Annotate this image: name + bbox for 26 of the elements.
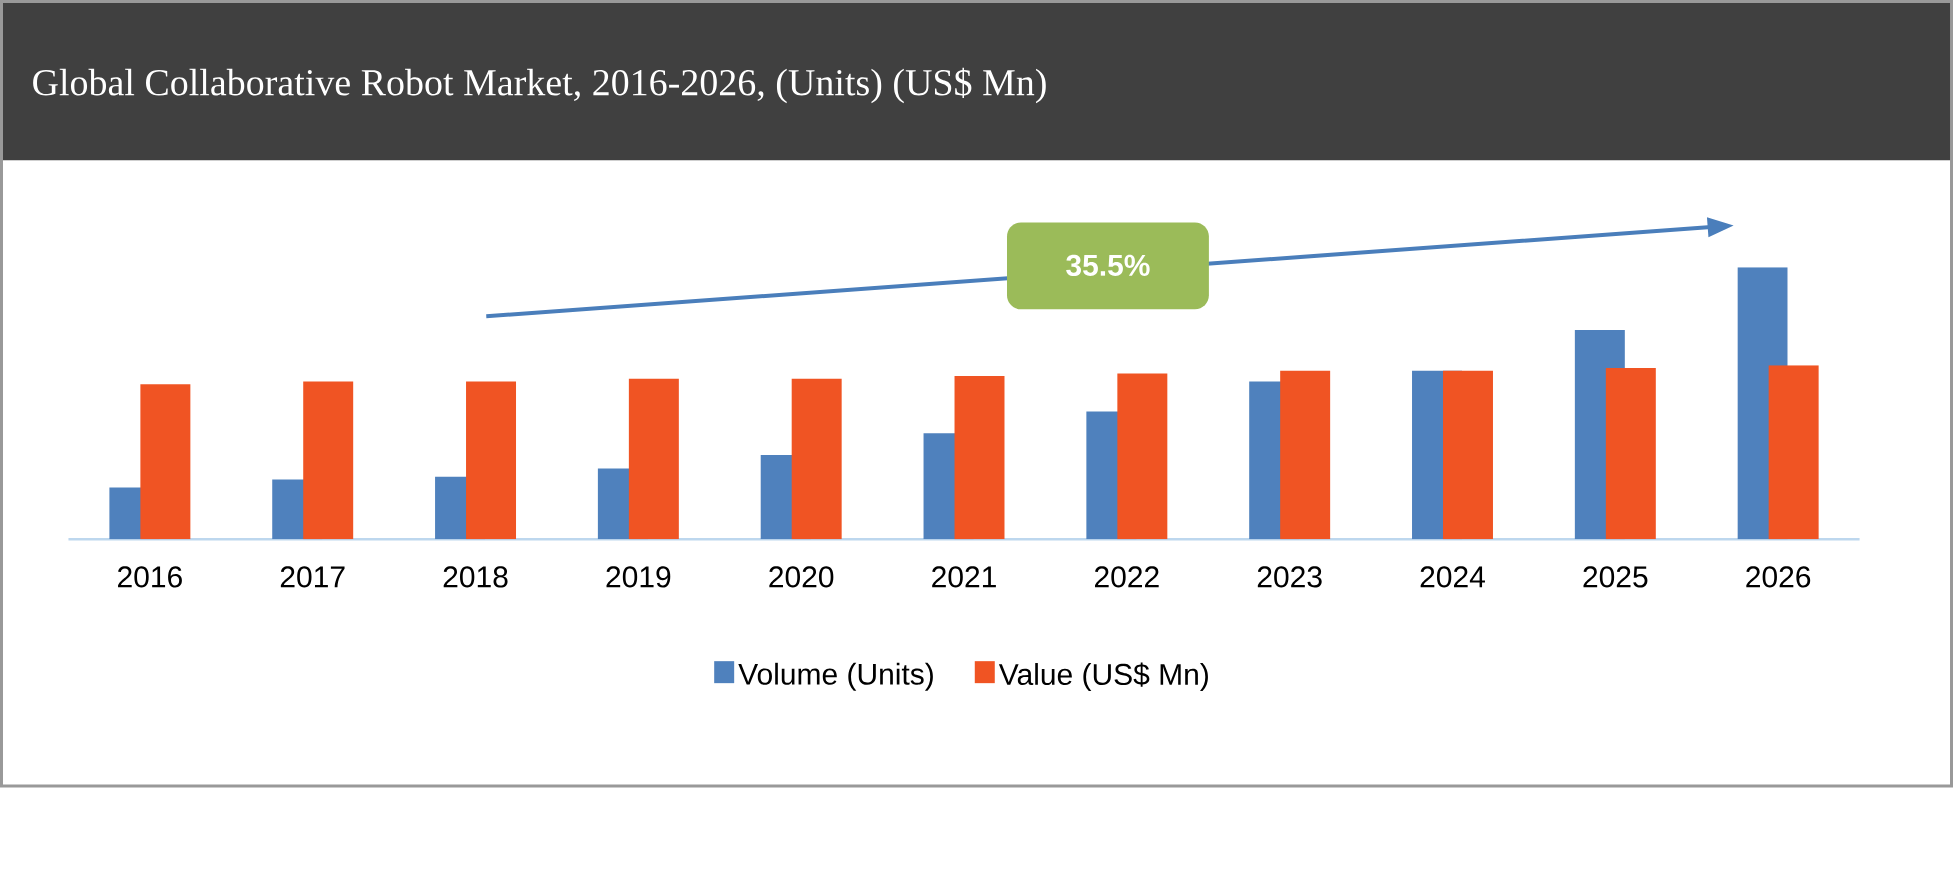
bar [628,378,679,540]
x-tick-label: 2020 [769,566,834,588]
x-tick-label: 2026 [1746,566,1811,588]
x-tick-label: 2022 [1095,566,1159,588]
legend-label: Volume (Units) [738,662,933,691]
bar [303,381,354,540]
bar [1117,373,1168,540]
bar [1605,367,1656,540]
x-tick-label: 2023 [1257,566,1322,588]
bar [140,384,191,540]
bar [466,381,517,540]
bar [1768,365,1819,540]
x-tick-label: 2025 [1583,566,1648,588]
bar [791,378,842,540]
bar [1443,370,1493,540]
bar [1280,370,1331,540]
chart-title: Global Collaborative Robot Market, 2016-2026, (Units) (US$ Mn) [33,67,1046,104]
annotation: 35.5% [1066,254,1150,276]
x-tick-label: 2017 [280,566,345,588]
legend-label: Value (US$ Mn) [998,662,1208,691]
bar [954,376,1005,540]
x-tick-label: 2016 [118,566,182,588]
x-tick-label: 2021 [932,566,996,588]
x-tick-label: 2024 [1420,566,1485,588]
x-tick-label: 2018 [443,566,508,588]
x-tick-label: 2019 [606,566,671,588]
